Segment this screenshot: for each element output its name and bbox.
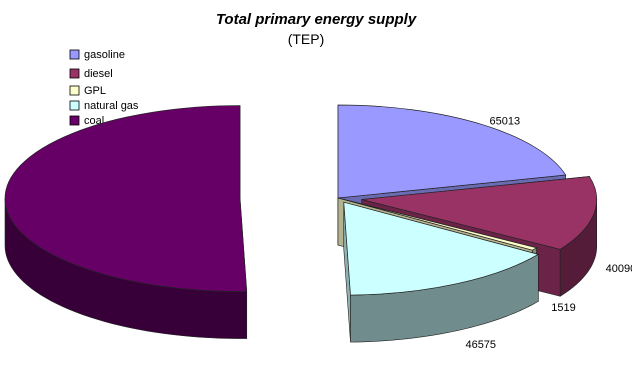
slice-top-face [337,104,567,199]
chart-title: Total primary energy supply [216,11,417,28]
data-label-diesel: 40090 [606,263,632,275]
data-label-gasoline: 65013 [490,115,521,127]
legend-item-natural-gas: natural gas [69,100,139,112]
legend-item-gasoline: gasoline [69,49,125,61]
slice-top-face [343,201,540,296]
legend-item-gpl: GPL [69,85,106,97]
legend-label: gasoline [84,49,125,61]
legend-swatch [69,68,80,79]
legend-item-diesel: diesel [69,68,113,80]
slice-top-face [337,197,538,251]
legend-swatch [69,115,80,126]
pie-slices [4,104,598,343]
legend-label: natural gas [84,100,139,112]
data-labels: 6501315601040090151946575 [465,115,632,351]
legend-label: diesel [84,68,113,80]
slice-top-face [4,105,248,292]
legend-swatch [69,49,80,60]
legend-swatch [69,85,80,96]
legend-label: GPL [84,85,106,97]
data-label-natural-gas: 46575 [465,339,496,351]
slice-top-face [361,176,597,250]
chart-subtitle: (TEP) [288,31,325,47]
data-label-gpl: 1519 [551,302,575,314]
slice-natural-gas [343,201,540,343]
slice-coal [4,105,248,339]
legend-swatch [69,100,80,111]
